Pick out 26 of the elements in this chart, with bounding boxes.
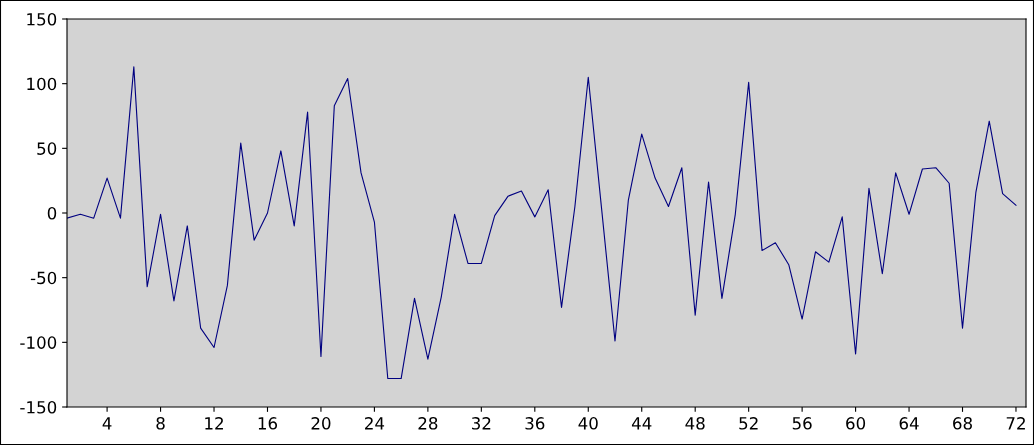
y-tick-label: 0 [47, 206, 57, 220]
x-tick-label: 8 [156, 417, 165, 430]
y-tick-label: 100 [27, 77, 57, 91]
y-tick-label: -50 [30, 271, 57, 285]
line-series [67, 66, 1017, 380]
x-tick-label: 44 [631, 417, 652, 430]
x-tick-label: 56 [792, 417, 812, 430]
y-tick-label: 150 [27, 12, 57, 26]
x-tick-label: 12 [205, 417, 223, 430]
x-tick-label: 16 [258, 417, 278, 430]
x-tick-label: 40 [578, 417, 598, 430]
x-tick-label: 68 [953, 417, 972, 430]
y-tick-label: -150 [20, 400, 57, 414]
y-tick-label: -100 [20, 336, 57, 349]
x-tick-label: 24 [365, 417, 385, 430]
x-tick-label: 72 [1006, 417, 1025, 430]
x-tick-label: 64 [899, 417, 919, 430]
x-tick-label: 32 [472, 417, 491, 430]
x-tick-label: 52 [739, 417, 758, 430]
x-tick-label: 28 [418, 417, 438, 430]
x-tick-label: 20 [311, 417, 331, 430]
x-tick-label: 4 [102, 417, 112, 430]
x-tick-label: 48 [685, 417, 705, 430]
y-tick-label: 50 [37, 142, 57, 155]
x-tick-label: 60 [846, 417, 866, 430]
x-tick-label: 36 [525, 417, 545, 430]
